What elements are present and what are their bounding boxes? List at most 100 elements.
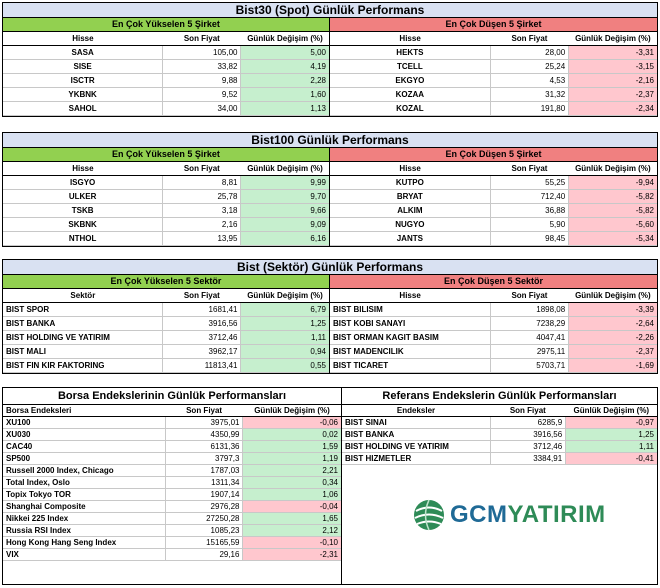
sector-name: BIST HOLDING VE YATIRIM — [3, 330, 163, 345]
column-header: Son Fiyat — [490, 32, 569, 46]
last-price: 55,25 — [489, 175, 569, 190]
last-price: 4047,41 — [489, 330, 569, 345]
daily-change: 5,00 — [240, 45, 329, 60]
bist100-section: Bist100 Günlük Performans En Çok Yüksele… — [2, 132, 658, 247]
daily-change: 1,25 — [240, 316, 329, 331]
column-header: Son Fiyat — [162, 162, 241, 176]
last-price: 3712,46 — [489, 440, 566, 453]
bist100-gainers-subtitle: En Çok Yükselen 5 Şirket — [3, 148, 329, 162]
last-price: 6131,36 — [164, 440, 243, 453]
table-row: XU030 4350,99 0,02 — [3, 428, 341, 441]
table-row: BIST MADENCILIK 2975,11 -2,37 — [330, 344, 657, 359]
last-price: 11813,41 — [162, 358, 241, 373]
last-price: 9,52 — [162, 87, 241, 102]
bist30-title: Bist30 (Spot) Günlük Performans — [3, 3, 657, 18]
last-price: 7238,29 — [489, 316, 569, 331]
bist30-gainers-subtitle: En Çok Yükselen 5 Şirket — [3, 18, 329, 32]
table-row: BIST KOBI SANAYI 7238,29 -2,64 — [330, 316, 657, 331]
column-header: Endeksler — [342, 405, 491, 417]
last-price: 25,24 — [489, 59, 569, 74]
last-price: 6285,9 — [489, 416, 566, 429]
last-price: 15165,59 — [164, 536, 243, 549]
index-name: BIST SINAI — [342, 416, 491, 429]
last-price: 28,00 — [489, 45, 569, 60]
index-name: Topix Tokyo TOR — [3, 488, 166, 501]
globe-icon — [414, 499, 444, 531]
column-header: Sektör — [3, 289, 163, 303]
daily-change: -2,31 — [242, 548, 341, 561]
borsa-table: Borsa Endeksleri Son Fiyat Günlük Değişi… — [3, 405, 341, 561]
daily-change: -0,04 — [242, 500, 341, 513]
column-header: Son Fiyat — [165, 405, 243, 417]
last-price: 1898,08 — [489, 302, 569, 317]
stock-name: TCELL — [330, 59, 491, 74]
daily-change: -5,60 — [568, 217, 657, 232]
last-price: 105,00 — [162, 45, 241, 60]
table-row: BRYAT 712,40 -5,82 — [330, 189, 657, 204]
table-row: KOZAA 31,32 -2,37 — [330, 87, 657, 102]
daily-change: 4,19 — [240, 59, 329, 74]
table-row: BIST HOLDING VE YATIRIM 3712,46 1,11 — [3, 330, 329, 345]
table-row: Total Index, Oslo 1311,34 0,34 — [3, 476, 341, 489]
column-header: Günlük Değişim (%) — [568, 162, 657, 176]
logo-text-gcm: GCM — [450, 501, 508, 528]
sektor-section: Bist (Sektör) Günlük Performans En Çok Y… — [2, 259, 658, 374]
stock-name: ULKER — [3, 189, 163, 204]
stock-name: ISCTR — [3, 73, 163, 88]
table-row: TSKB 3,18 9,66 — [3, 203, 329, 218]
last-price: 33,82 — [162, 59, 241, 74]
daily-change: 9,66 — [240, 203, 329, 218]
last-price: 2975,11 — [489, 344, 569, 359]
table-row: ISGYO 8,81 9,99 — [3, 175, 329, 190]
daily-change: -2,64 — [568, 316, 657, 331]
stock-name: SKBNK — [3, 217, 163, 232]
last-price: 1907,14 — [164, 488, 243, 501]
daily-change: 2,28 — [240, 73, 329, 88]
sector-name: BIST SPOR — [3, 302, 163, 317]
last-price: 27250,28 — [164, 512, 243, 525]
table-header-row: Hisse Son Fiyat Günlük Değişim (%) — [330, 162, 657, 176]
table-row: CAC40 6131,36 1,59 — [3, 440, 341, 453]
daily-change: 1,13 — [240, 101, 329, 116]
referans-table: Endeksler Son Fiyat Günlük Değişim (%) B… — [342, 405, 657, 465]
last-price: 36,88 — [489, 203, 569, 218]
daily-change: 1,06 — [242, 488, 341, 501]
bist100-losers-subtitle: En Çok Düşen 5 Şirket — [330, 148, 657, 162]
bist30-gainers: En Çok Yükselen 5 Şirket Hisse Son Fiyat… — [3, 18, 330, 116]
column-header: Son Fiyat — [162, 32, 241, 46]
daily-change: 6,16 — [240, 231, 329, 246]
table-header-row: Hisse Son Fiyat Günlük Değişim (%) — [3, 32, 329, 46]
gcm-logo: GCMYATIRIM — [412, 498, 606, 532]
daily-change: -3,31 — [568, 45, 657, 60]
column-header: Günlük Değişim (%) — [242, 405, 341, 417]
sector-name: BIST MALI — [3, 344, 163, 359]
stock-name: KUTPO — [330, 175, 491, 190]
table-row: KUTPO 55,25 -9,94 — [330, 175, 657, 190]
table-header-row: Sektör Son Fiyat Günlük Değişim (%) — [3, 289, 329, 303]
daily-change: -2,16 — [568, 73, 657, 88]
daily-change: -3,39 — [568, 302, 657, 317]
daily-change: 0,34 — [242, 476, 341, 489]
table-row: KOZAL 191,80 -2,34 — [330, 101, 657, 116]
stock-name: ALKIM — [330, 203, 491, 218]
last-price: 712,40 — [489, 189, 569, 204]
last-price: 4350,99 — [164, 428, 243, 441]
daily-change: -2,37 — [568, 87, 657, 102]
borsa-indices: Borsa Endekslerinin Günlük Performanslar… — [3, 388, 342, 584]
daily-change: 1,25 — [565, 428, 657, 441]
table-row: Hong Kong Hang Seng Index 15165,59 -0,10 — [3, 536, 341, 549]
sector-name: BIST FIN KIR FAKTORING — [3, 358, 163, 373]
table-row: TCELL 25,24 -3,15 — [330, 59, 657, 74]
bist30-losers-table: Hisse Son Fiyat Günlük Değişim (%) HEKTS… — [330, 32, 657, 116]
last-price: 1311,34 — [164, 476, 243, 489]
last-price: 3916,56 — [162, 316, 241, 331]
daily-change: 9,09 — [240, 217, 329, 232]
column-header: Günlük Değişim (%) — [240, 32, 329, 46]
daily-change: 9,70 — [240, 189, 329, 204]
daily-change: 0,02 — [242, 428, 341, 441]
table-row: BIST SPOR 1681,41 6,79 — [3, 302, 329, 317]
table-row: ALKIM 36,88 -5,82 — [330, 203, 657, 218]
last-price: 13,95 — [162, 231, 241, 246]
last-price: 29,16 — [164, 548, 243, 561]
